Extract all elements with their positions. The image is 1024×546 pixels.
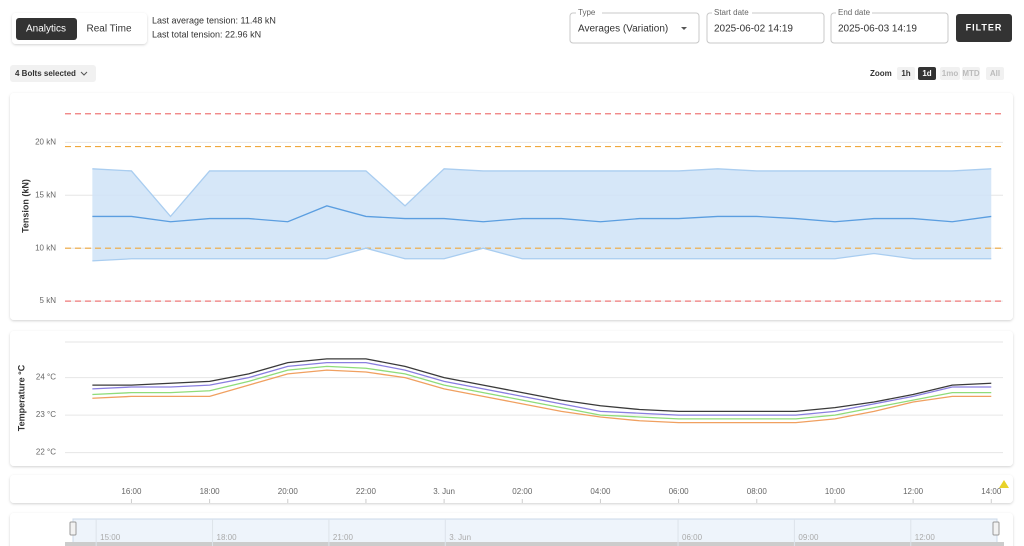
x-tick-label: 06:00 — [669, 487, 690, 496]
filter-button-label[interactable]: FILTER — [966, 22, 1003, 32]
navigator-tick-label: 06:00 — [682, 533, 703, 542]
y-axis-title: Tension (kN) — [20, 179, 30, 233]
series-line — [92, 358, 992, 413]
navigator-tick-label: 15:00 — [100, 533, 121, 542]
navigator-tick-label: 3. Jun — [449, 533, 471, 542]
field-value[interactable]: 2025-06-03 14:19 — [838, 24, 917, 35]
zoom-button-label[interactable]: MTD — [962, 69, 980, 78]
zoom-button-label[interactable]: 1h — [901, 69, 910, 78]
y-tick-label: 23 °C — [36, 410, 56, 419]
navigator-tick-label: 21:00 — [333, 533, 354, 542]
filter-button[interactable] — [956, 14, 1012, 42]
x-tick-label: 3. Jun — [433, 487, 455, 496]
start-date[interactable] — [706, 12, 825, 44]
end-date[interactable] — [830, 12, 949, 44]
zoom-button[interactable] — [918, 67, 936, 80]
bolt-select[interactable] — [10, 65, 96, 82]
stat: Last total tension: 22.96 kN — [152, 29, 261, 39]
x-tick-label: 22:00 — [356, 487, 377, 496]
navigator-tick-label: 18:00 — [217, 533, 238, 542]
zoom-button-label[interactable]: All — [990, 69, 1000, 78]
warning-icon — [999, 480, 1009, 488]
bolt-select-label[interactable]: 4 Bolts selected — [15, 69, 76, 78]
type-select[interactable] — [569, 12, 700, 44]
x-tick-label: 18:00 — [200, 487, 221, 496]
range-fill — [92, 168, 992, 261]
zoom-label: Zoom — [870, 69, 892, 78]
x-axis-card — [10, 475, 1013, 503]
tab[interactable]: Real Time — [86, 24, 131, 35]
label-bg — [712, 8, 752, 18]
series-line — [92, 205, 992, 223]
field-label: Start date — [714, 8, 749, 17]
series-line — [92, 361, 992, 416]
field-label: End date — [838, 8, 871, 17]
x-tick-label: 04:00 — [590, 487, 611, 496]
x-tick-label: 08:00 — [747, 487, 768, 496]
zoom-button[interactable] — [962, 67, 980, 80]
navigator-tick-label: 09:00 — [798, 533, 819, 542]
x-tick-label: 10:00 — [825, 487, 846, 496]
zoom-button[interactable] — [940, 67, 960, 80]
range-edge — [92, 247, 992, 262]
y-axis-title: Temperature °C — [16, 364, 26, 431]
x-tick-label: 02:00 — [512, 487, 533, 496]
navigator-window[interactable] — [72, 518, 998, 546]
scrollbar[interactable] — [65, 542, 1004, 546]
field-value[interactable]: Averages (Variation) — [578, 24, 668, 35]
series-line — [92, 365, 992, 420]
y-tick-label: 24 °C — [36, 373, 56, 382]
zoom-button-label[interactable]: 1d — [922, 69, 931, 78]
y-tick-label: 5 kN — [40, 296, 57, 305]
field-label: Type — [578, 8, 596, 17]
x-tick-label: 16:00 — [121, 487, 142, 496]
y-tick-label: 20 kN — [35, 137, 56, 146]
label-bg — [576, 8, 602, 18]
zoom-button-label[interactable]: 1mo — [942, 69, 959, 78]
tab[interactable]: Analytics — [26, 24, 66, 35]
y-tick-label: 22 °C — [36, 448, 56, 457]
chevron — [80, 71, 88, 76]
label-bg — [836, 8, 872, 18]
x-tick-label: 14:00 — [981, 487, 1002, 496]
y-tick-label: 15 kN — [35, 190, 56, 199]
navigator-tick-label: 12:00 — [915, 533, 936, 542]
navigator-handle[interactable] — [992, 521, 1000, 536]
navigator-handle[interactable] — [69, 521, 77, 536]
x-tick-label: 12:00 — [903, 487, 924, 496]
series-line — [92, 369, 992, 424]
zoom-button[interactable] — [986, 67, 1004, 80]
range-edge — [92, 168, 992, 218]
stat: Last average tension: 11.48 kN — [152, 15, 276, 25]
dropdown-arrow — [681, 27, 687, 30]
field-value[interactable]: 2025-06-02 14:19 — [714, 24, 793, 35]
tab-active-bg[interactable] — [16, 18, 77, 40]
x-tick-label: 20:00 — [278, 487, 299, 496]
y-tick-label: 10 kN — [35, 243, 56, 252]
zoom-button[interactable] — [897, 67, 915, 80]
